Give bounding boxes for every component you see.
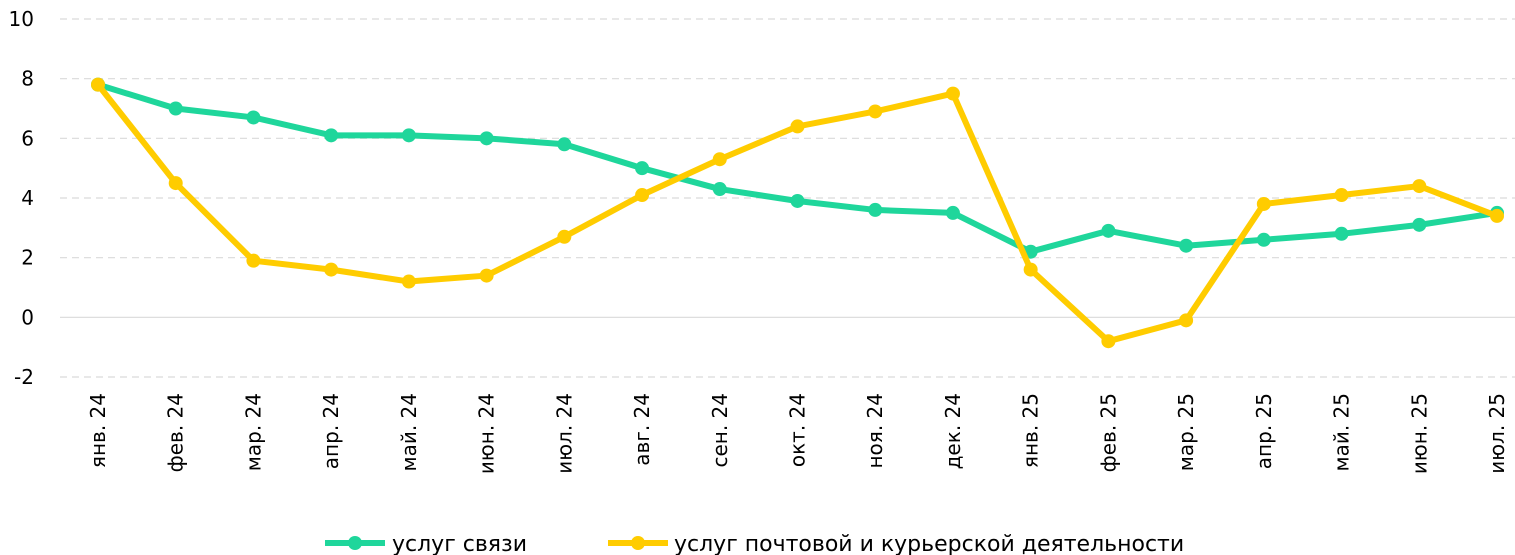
series-1-point-13 bbox=[1101, 334, 1116, 349]
series-0-point-13 bbox=[1101, 223, 1116, 238]
x-tick-label-13: фев. 25 bbox=[1096, 393, 1120, 472]
series-1-point-14 bbox=[1179, 313, 1194, 328]
series-0-point-16 bbox=[1334, 226, 1349, 241]
series-0-point-8 bbox=[712, 182, 727, 197]
y-tick-label-2: 2 bbox=[21, 246, 34, 270]
series-1-point-5 bbox=[479, 268, 494, 283]
legend: услуг связи услуг почтовой и курьерской … bbox=[325, 532, 1184, 555]
series-0-point-9 bbox=[790, 193, 805, 208]
legend-item-communication: услуг связи bbox=[325, 532, 527, 555]
x-axis-tick-labels: янв. 24 фев. 24 мар. 24 апр. 24 май. 24 июн. … bbox=[86, 393, 1509, 474]
x-tick-label-12: янв. 25 bbox=[1019, 393, 1043, 468]
series-0-point-3 bbox=[324, 128, 339, 143]
series-1-point-6 bbox=[557, 229, 572, 244]
series bbox=[91, 77, 1504, 349]
x-tick-label-2: мар. 24 bbox=[241, 393, 265, 471]
x-tick-label-17: июн. 25 bbox=[1407, 393, 1431, 474]
series-1-point-1 bbox=[168, 176, 183, 191]
series-1-point-4 bbox=[401, 274, 416, 289]
series-1-point-12 bbox=[1023, 262, 1038, 277]
series-0-point-15 bbox=[1256, 232, 1271, 247]
series-0-point-6 bbox=[557, 137, 572, 152]
x-tick-label-15: апр. 25 bbox=[1252, 393, 1276, 469]
x-tick-label-5: июн. 24 bbox=[475, 393, 499, 474]
x-tick-label-1: фев. 24 bbox=[164, 393, 188, 472]
x-tick-label-16: май. 25 bbox=[1330, 393, 1354, 472]
y-tick-label-5: 8 bbox=[21, 67, 34, 91]
x-tick-label-8: сен. 24 bbox=[708, 393, 732, 468]
series-0-point-11 bbox=[945, 205, 960, 220]
x-tick-label-0: янв. 24 bbox=[86, 393, 110, 468]
x-tick-label-3: апр. 24 bbox=[319, 393, 343, 469]
series-0-point-1 bbox=[168, 101, 183, 116]
x-tick-label-14: мар. 25 bbox=[1174, 393, 1198, 471]
series-1-point-15 bbox=[1256, 196, 1271, 211]
series-1-point-18 bbox=[1490, 208, 1504, 223]
x-tick-label-18: июл. 25 bbox=[1485, 393, 1509, 474]
y-tick-label-0: -2 bbox=[14, 365, 34, 389]
series-0-point-10 bbox=[868, 202, 883, 217]
series-0-point-2 bbox=[246, 110, 261, 125]
series-1-point-2 bbox=[246, 253, 261, 268]
y-tick-label-4: 6 bbox=[21, 126, 34, 150]
series-1-point-17 bbox=[1412, 179, 1427, 194]
series-1-point-3 bbox=[324, 262, 339, 277]
series-1 bbox=[91, 77, 1504, 349]
legend-item-postal-courier: услуг почтовой и курьерской деятельности bbox=[608, 532, 1184, 555]
series-1-point-11 bbox=[945, 86, 960, 101]
x-tick-label-9: окт. 24 bbox=[786, 393, 810, 467]
x-tick-label-11: дек. 24 bbox=[941, 393, 965, 469]
x-tick-label-10: ноя. 24 bbox=[863, 393, 887, 469]
gridlines bbox=[60, 18, 1515, 378]
series-1-point-9 bbox=[790, 119, 805, 134]
y-tick-label-6: 10 bbox=[9, 7, 34, 31]
x-tick-label-6: июл. 24 bbox=[552, 393, 576, 474]
series-line-0 bbox=[95, 81, 1500, 255]
series-1-point-7 bbox=[635, 188, 650, 203]
series-0-point-7 bbox=[635, 161, 650, 176]
series-0-point-4 bbox=[401, 128, 416, 143]
x-tick-label-7: авг. 24 bbox=[630, 393, 654, 466]
series-1-point-0 bbox=[91, 77, 105, 92]
series-0 bbox=[91, 77, 1504, 259]
series-1-point-16 bbox=[1334, 188, 1349, 203]
x-tick-label-4: май. 24 bbox=[397, 393, 421, 472]
y-tick-label-3: 4 bbox=[21, 186, 34, 210]
y-axis-tick-labels: -2 0 2 4 6 8 10 bbox=[9, 7, 34, 389]
series-1-point-10 bbox=[868, 104, 883, 119]
legend-label-postal-courier: услуг почтовой и курьерской деятельности bbox=[674, 532, 1184, 555]
series-0-point-17 bbox=[1412, 217, 1427, 232]
series-0-point-14 bbox=[1179, 238, 1194, 253]
series-0-point-5 bbox=[479, 131, 494, 146]
series-1-point-8 bbox=[712, 152, 727, 167]
legend-label-communication: услуг связи bbox=[392, 532, 527, 555]
y-tick-label-1: 0 bbox=[21, 305, 34, 329]
